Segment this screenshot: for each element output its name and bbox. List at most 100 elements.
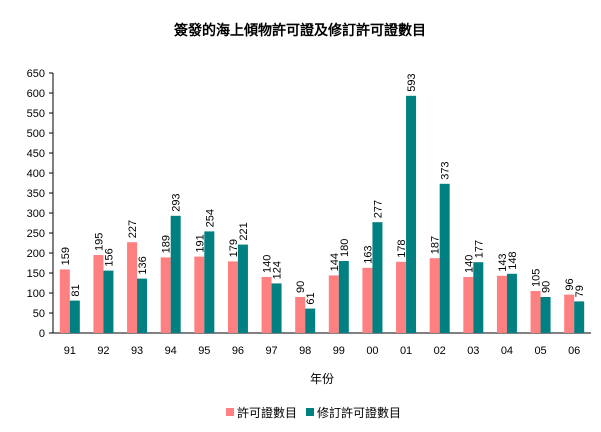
bar (338, 261, 349, 333)
data-label: 163 (362, 245, 374, 263)
data-label: 593 (406, 73, 418, 91)
chart-title: 簽發的海上傾物許可證及修訂許可證數目 (174, 22, 426, 39)
legend: 許可證數目 修訂許可證數目 (226, 405, 401, 420)
data-label: 180 (339, 239, 351, 257)
x-tick-label: 05 (534, 345, 546, 357)
bar (103, 270, 114, 333)
data-label: 144 (329, 253, 341, 271)
bar (160, 257, 171, 333)
bar (530, 291, 541, 333)
x-tick-label: 97 (265, 345, 277, 357)
legend-swatch (306, 408, 314, 416)
data-label: 373 (440, 161, 452, 179)
bar (261, 277, 272, 333)
y-tick-label: 100 (27, 288, 45, 300)
bar (170, 215, 181, 333)
data-label: 81 (70, 284, 82, 296)
y-tick-label: 50 (33, 308, 45, 320)
bar (295, 297, 306, 333)
data-label: 195 (93, 233, 105, 251)
axes: 0501001502002503003504004505005506006509… (27, 68, 591, 357)
y-tick-label: 150 (27, 268, 45, 280)
data-label: 124 (272, 261, 284, 279)
y-tick-label: 500 (27, 128, 45, 140)
data-label: 61 (305, 292, 317, 304)
y-tick-label: 450 (27, 148, 45, 160)
data-label: 105 (531, 269, 543, 287)
x-axis-label: 年份 (310, 372, 334, 386)
bar (127, 242, 138, 333)
data-label: 143 (497, 253, 509, 271)
bar (540, 297, 551, 333)
data-label: 79 (574, 285, 586, 297)
data-label: 177 (473, 240, 485, 258)
data-label: 277 (372, 200, 384, 218)
x-tick-label: 95 (198, 345, 210, 357)
bar (429, 258, 440, 333)
bar (237, 244, 248, 333)
bar (564, 294, 575, 333)
bar (59, 269, 70, 333)
bar (506, 273, 517, 333)
bar (473, 262, 484, 333)
y-tick-label: 350 (27, 188, 45, 200)
bar (204, 231, 215, 333)
bar (328, 275, 339, 333)
y-tick-label: 250 (27, 228, 45, 240)
data-label: 191 (194, 234, 206, 252)
bar (496, 275, 507, 333)
x-tick-label: 96 (232, 345, 244, 357)
x-tick-label: 98 (299, 345, 311, 357)
data-label: 90 (295, 281, 307, 293)
bar (372, 222, 383, 333)
legend-label: 許可證數目 (237, 405, 297, 420)
x-tick-label: 92 (97, 345, 109, 357)
bar (194, 256, 205, 333)
x-tick-label: 03 (467, 345, 479, 357)
bar (271, 283, 282, 333)
legend-label: 修訂許可證數目 (317, 405, 401, 420)
data-label: 179 (228, 239, 240, 257)
data-label: 221 (238, 222, 250, 240)
bar (305, 308, 316, 333)
bar (362, 267, 373, 333)
data-label: 140 (262, 255, 274, 273)
bar (137, 278, 148, 333)
data-label: 187 (430, 236, 442, 254)
bar (227, 261, 238, 333)
bars: 1598119515622713618929319125417922114012… (59, 73, 586, 333)
bar (406, 95, 417, 333)
x-tick-label: 01 (400, 345, 412, 357)
data-label: 227 (127, 220, 139, 238)
y-tick-label: 550 (27, 108, 45, 120)
data-label: 178 (396, 239, 408, 257)
legend-swatch (226, 408, 234, 416)
x-tick-label: 06 (568, 345, 580, 357)
data-label: 159 (60, 247, 72, 265)
x-tick-label: 02 (434, 345, 446, 357)
data-label: 189 (161, 235, 173, 253)
x-tick-label: 04 (501, 345, 513, 357)
data-label: 254 (204, 209, 216, 227)
data-label: 148 (507, 251, 519, 269)
data-label: 96 (564, 278, 576, 290)
y-tick-label: 650 (27, 68, 45, 80)
x-tick-label: 00 (366, 345, 378, 357)
data-label: 140 (463, 255, 475, 273)
data-label: 156 (103, 248, 115, 266)
y-tick-label: 600 (27, 88, 45, 100)
bar (463, 277, 474, 333)
x-tick-label: 91 (64, 345, 76, 357)
bar (574, 301, 585, 333)
data-label: 136 (137, 256, 149, 274)
bar (396, 261, 407, 333)
x-tick-label: 94 (165, 345, 177, 357)
bar (439, 183, 450, 333)
y-tick-label: 0 (39, 328, 45, 340)
y-tick-label: 400 (27, 168, 45, 180)
y-tick-label: 300 (27, 208, 45, 220)
x-tick-label: 99 (333, 345, 345, 357)
x-tick-label: 93 (131, 345, 143, 357)
bar (93, 255, 104, 333)
